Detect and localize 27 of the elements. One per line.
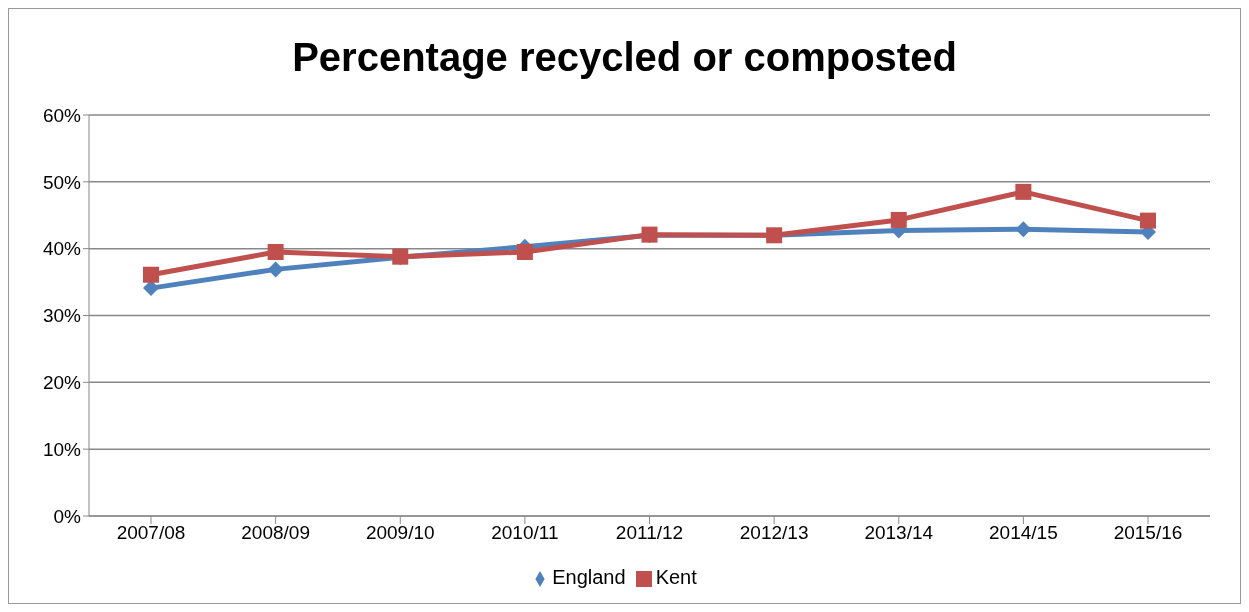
point: [267, 261, 284, 278]
point: [143, 266, 159, 283]
chart-title: Percentage recycled or composted: [291, 34, 958, 81]
x-tick-label: 2011/12: [615, 522, 684, 544]
point: [890, 211, 907, 228]
x-tick-label: 2015/16: [1113, 522, 1183, 544]
y-tick-label: 40%: [42, 238, 82, 260]
x-tick-label: 2013/14: [864, 522, 934, 544]
legend-label: England: [552, 566, 626, 588]
y-tick-label: 30%: [42, 305, 82, 327]
y-tick-label: 0%: [53, 505, 82, 527]
x-tick-label: 2007/08: [116, 522, 186, 544]
point: [1015, 183, 1032, 200]
x-tick-label: 2009/10: [365, 522, 435, 544]
legend-label: Kent: [655, 566, 697, 588]
y-tick-label: 60%: [42, 104, 82, 126]
point: [143, 280, 159, 297]
y-tick-label: 50%: [42, 171, 82, 193]
x-tick-label: 2014/15: [989, 522, 1058, 544]
point: [267, 244, 284, 261]
x-tick-label: 2010/11: [491, 522, 559, 544]
y-tick-label: 20%: [42, 372, 82, 394]
x-tick-label: 2008/09: [241, 522, 310, 544]
point: [1140, 212, 1156, 229]
x-tick-label: 2012/13: [739, 522, 809, 544]
y-tick-label: 10%: [42, 438, 82, 460]
point: [516, 244, 533, 261]
